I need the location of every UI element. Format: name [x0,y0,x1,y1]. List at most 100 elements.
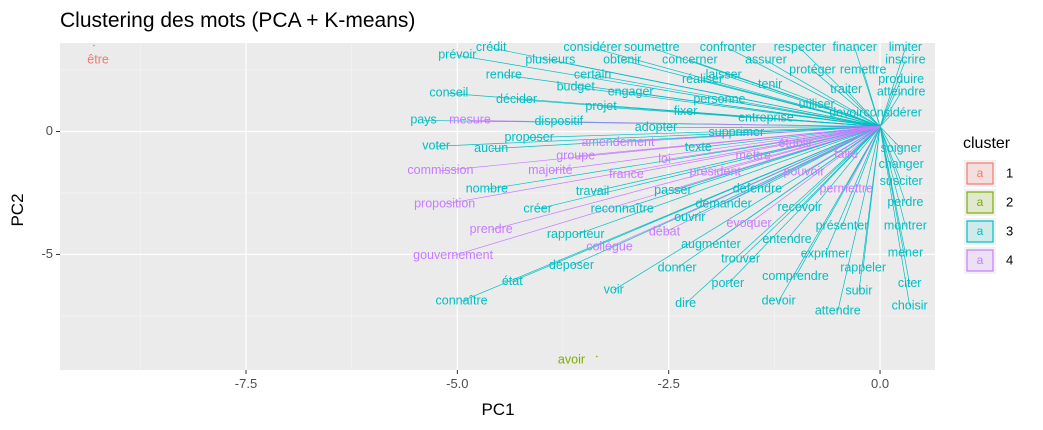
point-label: trouver [721,252,760,266]
point-label: budget [557,80,596,94]
point-label: donner [658,260,697,274]
point-label: perdre [887,195,923,209]
label-segment [765,59,881,127]
point-label: susciter [880,174,923,188]
label-segment [461,126,881,302]
point-label: remettre [840,62,887,76]
point-label: limiter [889,40,922,54]
label-segment [879,126,902,165]
label-segment [786,126,881,240]
point-label: respecter [774,40,826,54]
label-segment [630,91,881,127]
point-label: mettre [736,148,771,162]
point-label: porter [712,276,745,290]
label-segment [846,126,881,156]
legend-label: 2 [1006,194,1013,209]
legend-label: 1 [1006,165,1013,180]
point-label: commission [407,163,473,177]
panel-background [60,43,935,370]
point-label: fixer [674,104,698,118]
point-label: exprimer [801,247,850,261]
data-point [596,355,598,358]
legend-key-bg [964,218,996,245]
point-label: utiliser [799,97,835,111]
point-label: soumettre [624,40,680,54]
point-label: évoquer [726,216,771,230]
legend-key [966,191,994,214]
point-label: proposition [414,196,475,210]
point-label: nombre [466,182,508,196]
point-label: prévoir [438,48,476,62]
point-label: subir [845,284,872,298]
point-label: considérer [563,40,621,54]
point-label: aucun [474,141,508,155]
x-tick-label: -5.0 [446,376,468,391]
point-label: groupe [556,148,595,162]
label-segment [698,126,881,148]
label-segment [486,126,881,190]
point-label: comprendre [762,269,829,283]
legend-key [966,162,994,185]
point-label: atteindre [877,84,926,98]
point-label: devoir [829,105,863,119]
point-label: texte [685,140,712,154]
point-label: loi [658,152,671,166]
label-segment [613,126,881,291]
legend-key-glyph: a [977,224,984,238]
label-segment [879,91,902,127]
label-segment [879,126,906,227]
legend-key-glyph: a [977,195,984,209]
label-segment [440,126,881,172]
point-label: proposer [505,130,554,144]
point-label: dire [675,296,696,310]
label-segment [846,112,881,127]
point-label: personne [693,92,745,106]
label-segment [617,126,881,143]
y-axis: -5 0 [41,123,60,261]
point-label: mener [888,246,923,260]
point-label: soigner [881,141,922,155]
legend-title: cluster [963,135,1011,152]
point-label: connaître [436,293,488,307]
point-label: protéger [789,62,836,76]
point-label: être [87,53,109,67]
label-segment [841,126,881,227]
label-segment [879,126,906,203]
point-label: montrer [884,218,927,232]
point-label: réaliser [682,72,723,86]
label-segment [702,79,881,127]
label-segment [436,126,881,147]
label-segment [727,126,881,285]
point-label: crédit [476,40,507,54]
label-segment [812,69,881,127]
legend-key [966,220,994,243]
point-label: assurer [745,53,787,67]
point-label: projet [585,99,617,113]
label-segment [845,89,881,127]
point-label: état [502,274,523,288]
chart-title: Clustering des mots (PCA + K-means) [60,9,415,32]
x-tick-label: -7.5 [235,376,257,391]
point-label: collègue [586,239,633,253]
point-label: décider [496,92,537,106]
label-segment [685,126,881,304]
point-label: produire [878,72,924,86]
legend-key-bg [964,247,996,274]
legend: cluster a 1 a 2 a 3 a 4 [963,135,1013,274]
point-label: augmenter [681,237,741,251]
label-segment [879,112,893,127]
point-label: défendre [733,182,782,196]
label-segment [575,86,881,127]
point-label: voir [604,282,624,296]
point-label: supprimer [709,125,765,139]
label-segment [529,126,881,139]
label-segment [795,126,881,277]
point-label: changer [879,157,924,171]
legend-label: 4 [1006,252,1013,267]
label-segment [799,47,881,127]
x-axis: -7.5 -5.0 -2.5 0.0 [235,370,889,391]
point-label: attendre [815,303,861,317]
point-label: laisser [706,67,742,81]
